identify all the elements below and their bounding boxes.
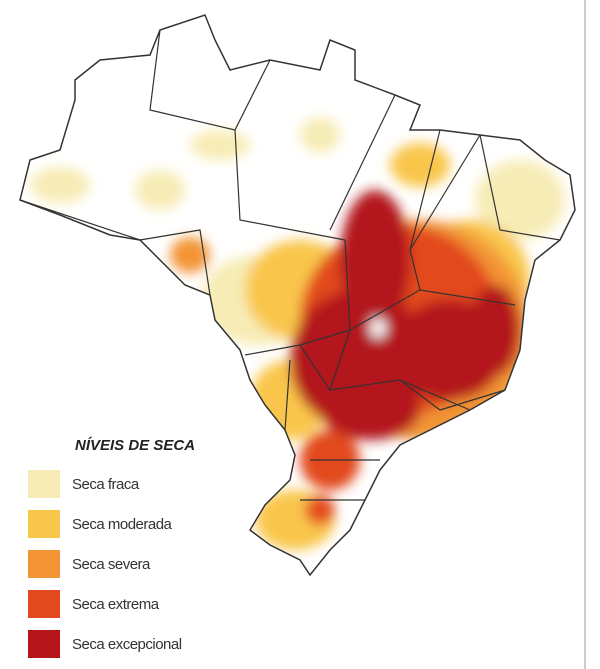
legend-title: NÍVEIS DE SECA — [75, 437, 195, 454]
legend-label: Seca fraca — [72, 476, 140, 493]
legend: Seca fraca Seca moderada Seca severa Seca e… — [28, 470, 182, 658]
country-outline — [19, 14, 576, 577]
legend-swatch — [28, 470, 60, 498]
legend-swatch — [28, 550, 60, 578]
legend-label: Seca moderada — [72, 516, 173, 533]
state-borders — [19, 29, 561, 501]
legend-label: Seca severa — [72, 556, 151, 573]
legend-swatch — [28, 630, 60, 658]
legend-swatch — [28, 510, 60, 538]
legend-label: Seca extrema — [72, 596, 160, 613]
legend-label: Seca excepcional — [72, 636, 182, 653]
legend-swatch — [28, 590, 60, 618]
